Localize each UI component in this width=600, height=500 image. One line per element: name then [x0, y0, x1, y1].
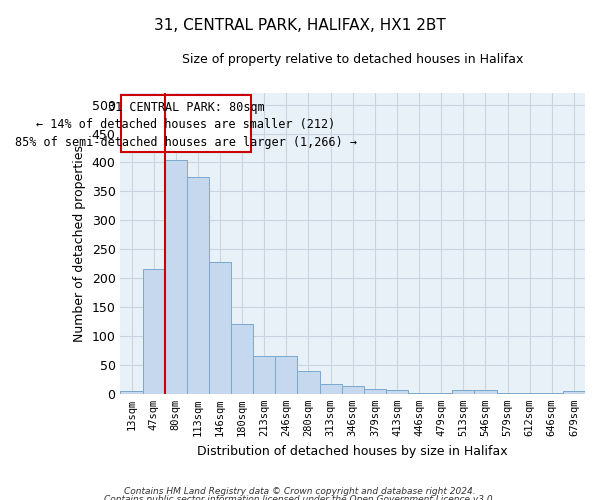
Bar: [121, 392, 143, 394]
FancyBboxPatch shape: [121, 96, 251, 152]
Text: ← 14% of detached houses are smaller (212): ← 14% of detached houses are smaller (21…: [37, 118, 335, 132]
Bar: [475, 390, 497, 394]
Bar: [164, 160, 187, 394]
Bar: [364, 389, 386, 394]
X-axis label: Distribution of detached houses by size in Halifax: Distribution of detached houses by size …: [197, 444, 508, 458]
Bar: [563, 392, 585, 394]
Text: Contains public sector information licensed under the Open Government Licence v3: Contains public sector information licen…: [104, 495, 496, 500]
Bar: [518, 393, 541, 394]
Text: 31 CENTRAL PARK: 80sqm: 31 CENTRAL PARK: 80sqm: [107, 101, 265, 114]
Bar: [231, 324, 253, 394]
Bar: [209, 262, 231, 394]
Bar: [408, 393, 430, 394]
Bar: [143, 269, 164, 394]
Bar: [275, 356, 298, 394]
Bar: [497, 392, 518, 394]
Bar: [430, 393, 452, 394]
Bar: [541, 393, 563, 394]
Bar: [298, 370, 320, 394]
Y-axis label: Number of detached properties: Number of detached properties: [73, 145, 86, 342]
Bar: [341, 386, 364, 394]
Bar: [452, 390, 475, 394]
Title: Size of property relative to detached houses in Halifax: Size of property relative to detached ho…: [182, 52, 523, 66]
Text: 31, CENTRAL PARK, HALIFAX, HX1 2BT: 31, CENTRAL PARK, HALIFAX, HX1 2BT: [154, 18, 446, 32]
Bar: [187, 177, 209, 394]
Text: 85% of semi-detached houses are larger (1,266) →: 85% of semi-detached houses are larger (…: [15, 136, 357, 148]
Text: Contains HM Land Registry data © Crown copyright and database right 2024.: Contains HM Land Registry data © Crown c…: [124, 488, 476, 496]
Bar: [386, 390, 408, 394]
Bar: [253, 356, 275, 394]
Bar: [320, 384, 341, 394]
